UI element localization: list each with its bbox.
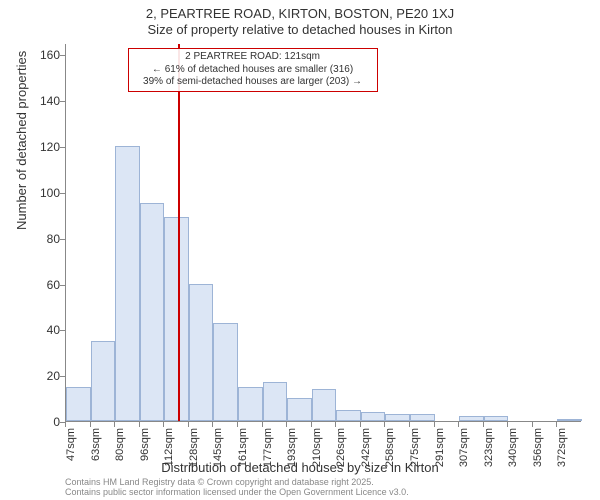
y-tick-mark (60, 285, 65, 286)
footer-attribution: Contains HM Land Registry data © Crown c… (65, 478, 409, 498)
x-tick-mark (311, 422, 312, 427)
histogram-bar (115, 146, 140, 421)
y-tick-label: 140 (20, 94, 60, 108)
x-tick-mark (90, 422, 91, 427)
y-tick-mark (60, 193, 65, 194)
histogram-bar (263, 382, 288, 421)
histogram-bar (238, 387, 263, 421)
x-tick-mark (262, 422, 263, 427)
histogram-bar (336, 410, 361, 421)
x-tick-mark (434, 422, 435, 427)
histogram-bar (312, 389, 337, 421)
y-tick-mark (60, 55, 65, 56)
annotation-box: 2 PEARTREE ROAD: 121sqm← 61% of detached… (128, 48, 378, 92)
x-tick-mark (335, 422, 336, 427)
histogram-bar (459, 416, 484, 421)
x-tick-mark (65, 422, 66, 427)
x-tick-mark (507, 422, 508, 427)
x-tick-mark (458, 422, 459, 427)
histogram-bar (361, 412, 386, 421)
x-tick-mark (384, 422, 385, 427)
histogram-bar (287, 398, 312, 421)
x-tick-mark (532, 422, 533, 427)
y-tick-label: 20 (20, 369, 60, 383)
y-tick-label: 60 (20, 278, 60, 292)
x-tick-mark (163, 422, 164, 427)
x-tick-mark (409, 422, 410, 427)
histogram-bar (140, 203, 165, 421)
y-tick-mark (60, 239, 65, 240)
marker-line (178, 44, 180, 421)
histogram-bar (484, 416, 509, 421)
y-tick-label: 0 (20, 415, 60, 429)
title-subtitle: Size of property relative to detached ho… (0, 22, 600, 38)
histogram-bar (91, 341, 116, 421)
y-tick-mark (60, 376, 65, 377)
histogram-bar (213, 323, 238, 422)
histogram-bar (410, 414, 435, 421)
y-tick-label: 120 (20, 140, 60, 154)
x-tick-mark (114, 422, 115, 427)
histogram-bar (385, 414, 410, 421)
x-axis-label: Distribution of detached houses by size … (0, 460, 600, 475)
x-tick-mark (212, 422, 213, 427)
y-tick-label: 160 (20, 48, 60, 62)
x-tick-mark (286, 422, 287, 427)
annotation-line2: ← 61% of detached houses are smaller (31… (133, 64, 373, 77)
y-tick-label: 40 (20, 323, 60, 337)
x-tick-mark (188, 422, 189, 427)
x-tick-mark (483, 422, 484, 427)
plot-area: 2 PEARTREE ROAD: 121sqm← 61% of detached… (65, 44, 581, 422)
y-tick-label: 80 (20, 232, 60, 246)
footer-line2: Contains public sector information licen… (65, 488, 409, 498)
chart-container: 2, PEARTREE ROAD, KIRTON, BOSTON, PE20 1… (0, 0, 600, 500)
histogram-bar (66, 387, 91, 421)
x-tick-mark (237, 422, 238, 427)
y-tick-mark (60, 101, 65, 102)
y-tick-label: 100 (20, 186, 60, 200)
x-tick-mark (556, 422, 557, 427)
y-tick-mark (60, 330, 65, 331)
histogram-bar (189, 284, 214, 421)
annotation-line1: 2 PEARTREE ROAD: 121sqm (133, 51, 373, 64)
x-tick-mark (360, 422, 361, 427)
y-tick-mark (60, 147, 65, 148)
annotation-line3: 39% of semi-detached houses are larger (… (133, 76, 373, 89)
x-tick-mark (139, 422, 140, 427)
title-address: 2, PEARTREE ROAD, KIRTON, BOSTON, PE20 1… (0, 0, 600, 22)
histogram-bar (557, 419, 582, 421)
